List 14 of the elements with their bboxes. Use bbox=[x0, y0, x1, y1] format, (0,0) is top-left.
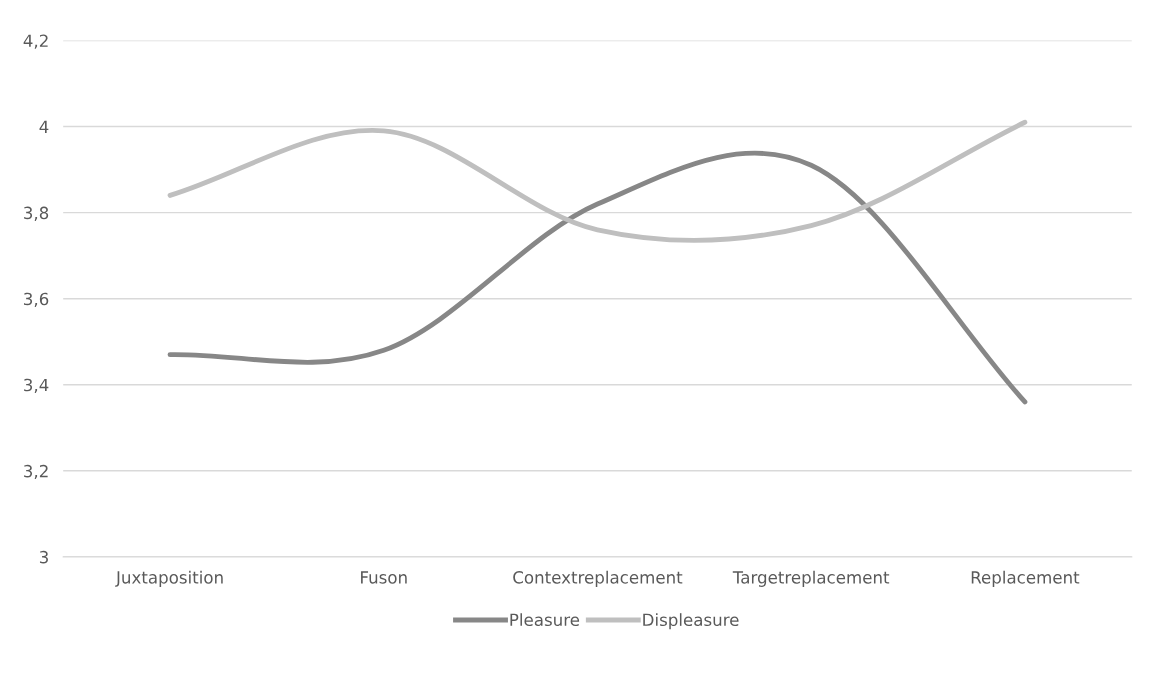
x-tick-label: Targetreplacement bbox=[732, 570, 890, 587]
y-tick-label: 3,6 bbox=[24, 292, 49, 307]
x-tick-label: Juxtaposition bbox=[115, 570, 223, 587]
y-tick-label: 3 bbox=[39, 550, 48, 564]
x-tick-label: Fuson bbox=[361, 571, 407, 584]
x-tick-label: Replacement bbox=[971, 570, 1080, 587]
y-tick-label: 4,2 bbox=[23, 34, 48, 49]
y-tick-label: 3,8 bbox=[24, 206, 49, 221]
legend-label: Pleasure bbox=[510, 613, 580, 627]
legend-label: Displeasure bbox=[643, 613, 739, 630]
y-tick-label: 4 bbox=[39, 120, 49, 133]
y-tick-label: 3,4 bbox=[24, 378, 49, 394]
x-tick-label: Contextreplacement bbox=[513, 570, 683, 587]
y-tick-label: 3,2 bbox=[24, 464, 48, 480]
